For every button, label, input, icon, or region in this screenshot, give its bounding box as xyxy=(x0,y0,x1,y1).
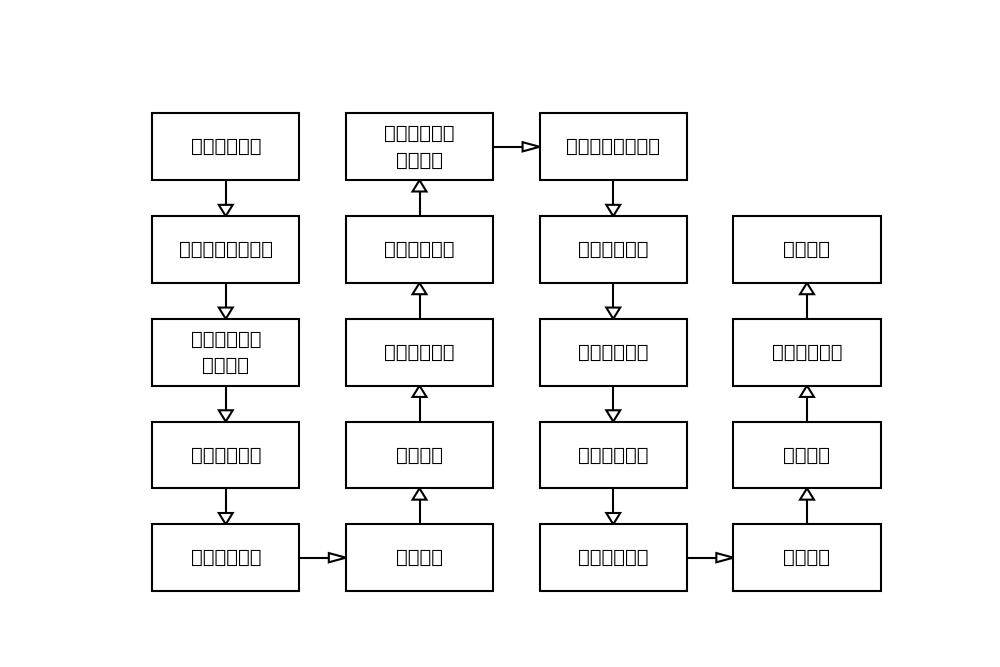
Text: 检测装置: 检测装置 xyxy=(784,240,830,259)
Text: 冷藏设备: 冷藏设备 xyxy=(784,446,830,464)
Text: 储液容器: 储液容器 xyxy=(784,548,830,567)
Polygon shape xyxy=(219,410,233,422)
Bar xyxy=(152,422,299,488)
Polygon shape xyxy=(219,307,233,319)
Bar xyxy=(346,216,493,283)
Text: 第二产品称量设备: 第二产品称量设备 xyxy=(566,137,660,156)
Text: 第一液体定量
移取装置: 第一液体定量 移取装置 xyxy=(190,329,261,375)
Polygon shape xyxy=(606,307,620,319)
Polygon shape xyxy=(606,513,620,524)
Text: 第二反应容器: 第二反应容器 xyxy=(384,240,455,259)
Polygon shape xyxy=(329,553,346,562)
Bar xyxy=(540,422,687,488)
Polygon shape xyxy=(413,283,426,294)
Text: 离心装置: 离心装置 xyxy=(396,548,443,567)
Text: 第一产品称量设备: 第一产品称量设备 xyxy=(179,240,273,259)
Bar xyxy=(733,524,881,591)
Text: 超声提取设备: 超声提取设备 xyxy=(190,548,261,567)
Bar xyxy=(540,113,687,180)
Polygon shape xyxy=(800,386,814,397)
Text: 旋涡混合装置: 旋涡混合装置 xyxy=(578,343,648,362)
Bar xyxy=(733,422,881,488)
Polygon shape xyxy=(413,386,426,397)
Bar xyxy=(346,319,493,386)
Text: 第二液体定量
移取装置: 第二液体定量 移取装置 xyxy=(384,124,455,169)
Text: 过滤装置: 过滤装置 xyxy=(396,446,443,464)
Polygon shape xyxy=(606,205,620,216)
Bar xyxy=(540,319,687,386)
Bar xyxy=(733,216,881,283)
Bar xyxy=(733,319,881,386)
Bar xyxy=(540,216,687,283)
Text: 液体移取装置: 液体移取装置 xyxy=(578,548,648,567)
Text: 自动进样装置: 自动进样装置 xyxy=(772,343,842,362)
Bar xyxy=(152,216,299,283)
Polygon shape xyxy=(219,205,233,216)
Polygon shape xyxy=(716,553,733,562)
Bar xyxy=(152,524,299,591)
Text: 液体定量容器: 液体定量容器 xyxy=(384,343,455,362)
Text: 冰浴振荡装置: 冰浴振荡装置 xyxy=(578,240,648,259)
Polygon shape xyxy=(606,410,620,422)
Bar xyxy=(346,113,493,180)
Bar xyxy=(540,524,687,591)
Bar xyxy=(346,422,493,488)
Bar xyxy=(346,524,493,591)
Polygon shape xyxy=(413,180,426,191)
Polygon shape xyxy=(800,488,814,500)
Polygon shape xyxy=(800,283,814,294)
Polygon shape xyxy=(523,142,540,151)
Polygon shape xyxy=(219,513,233,524)
Bar xyxy=(152,113,299,180)
Polygon shape xyxy=(413,488,426,500)
Bar xyxy=(152,319,299,386)
Text: 第一反应容器: 第一反应容器 xyxy=(190,446,261,464)
Text: 产品处理装置: 产品处理装置 xyxy=(190,137,261,156)
Text: 低温离心装置: 低温离心装置 xyxy=(578,446,648,464)
